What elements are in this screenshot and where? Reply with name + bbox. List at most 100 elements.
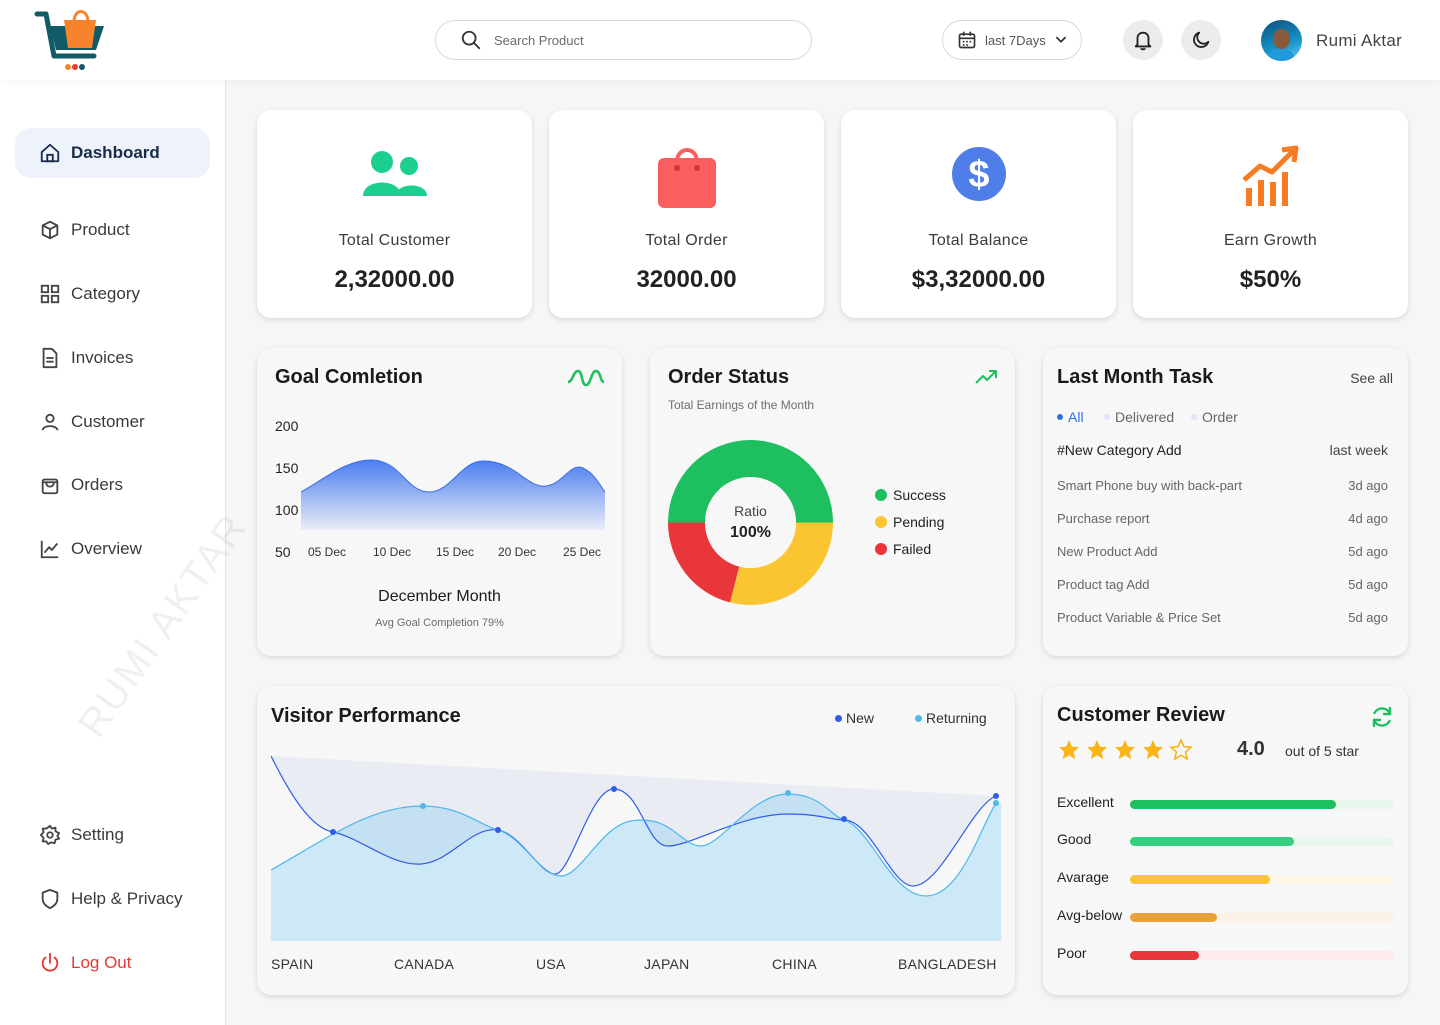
stat-card-total-order[interactable]: Total Order 32000.00 [549, 110, 824, 318]
rating-bar-fill [1130, 800, 1336, 809]
star-icon [1087, 740, 1107, 759]
home-icon [40, 143, 60, 163]
task-row[interactable]: Purchase report 4d ago [1057, 511, 1388, 526]
rating-bar-fill [1130, 951, 1199, 960]
star-icon [1115, 740, 1135, 759]
sidebar-item-category[interactable]: Category [15, 269, 210, 319]
legend-success: Success [875, 487, 946, 503]
task-row[interactable]: Product tag Add 5d ago [1057, 577, 1388, 592]
task-row[interactable]: New Product Add 5d ago [1057, 544, 1388, 559]
sidebar-item-customer[interactable]: Customer [15, 397, 210, 447]
trend-up-icon[interactable] [974, 368, 998, 386]
shopping-cart-logo-icon[interactable] [34, 4, 110, 72]
rating-bar-fill [1130, 875, 1270, 884]
user-name[interactable]: Rumi Aktar [1316, 31, 1403, 50]
stat-label: Total Balance [928, 232, 1029, 249]
order-status-card: Order Status Total Earnings of the Month… [650, 348, 1015, 656]
sidebar-item-label: Customer [71, 412, 145, 431]
order-status-subtitle: Total Earnings of the Month [668, 398, 815, 412]
goal-y-tick: 100 [275, 502, 299, 518]
growth-chart-icon [1241, 145, 1298, 206]
rating-row: Avg-below [1057, 907, 1394, 927]
sidebar-item-overview[interactable]: Overview [15, 524, 210, 574]
goal-completion-card: Goal Comletion 200 150 100 50 05 Dec 10 … [257, 348, 622, 656]
dark-mode-toggle[interactable] [1181, 20, 1221, 60]
filter-all[interactable]: All [1057, 409, 1084, 425]
stat-value: $50% [1239, 266, 1302, 293]
rating-row: Good [1057, 831, 1394, 851]
search-placeholder: Search Product [494, 32, 584, 48]
rating-row: Excellent [1057, 794, 1394, 814]
rating-label: Good [1057, 831, 1092, 847]
rating-bar-fill [1130, 837, 1294, 846]
avatar[interactable] [1261, 20, 1302, 61]
goal-area-chart [301, 459, 605, 530]
svg-text:$: $ [968, 154, 989, 196]
bag-icon [41, 478, 59, 495]
star-icon [1143, 740, 1163, 759]
x-label-country: BANGLADESH [898, 956, 997, 972]
filter-delivered[interactable]: Delivered [1104, 409, 1174, 425]
sidebar-item-label: Setting [71, 825, 124, 844]
stat-value: 32000.00 [636, 266, 737, 293]
stat-card-total-balance[interactable]: $ Total Balance $3,32000.00 [841, 110, 1116, 318]
tasks-title: Last Month Task [1057, 366, 1214, 388]
refresh-icon[interactable] [1370, 705, 1394, 729]
user-icon [41, 413, 59, 431]
sidebar-item-orders[interactable]: Orders [15, 460, 210, 510]
stat-value: 2,32000.00 [334, 266, 455, 293]
shopping-bag-icon [657, 148, 716, 208]
notification-button[interactable] [1123, 20, 1163, 60]
stat-label: Earn Growth [1223, 232, 1318, 249]
logout-button[interactable]: Log Out [15, 938, 210, 988]
goal-x-tick: 05 Dec [308, 545, 347, 559]
search-icon [461, 30, 481, 50]
legend-returning: Returning [915, 710, 987, 726]
sidebar-item-label: Invoices [71, 348, 134, 367]
rating-label: Avarage [1057, 869, 1109, 885]
goal-sub: Avg Goal Completion 79% [375, 617, 504, 629]
see-all-link[interactable]: See all [1350, 370, 1393, 386]
star-rating [1057, 738, 1193, 762]
order-status-title: Order Status [668, 366, 790, 388]
goal-y-tick: 200 [275, 418, 299, 434]
sidebar-item-invoices[interactable]: Invoices [15, 333, 210, 383]
stat-card-earn-growth[interactable]: Earn Growth $50% [1133, 110, 1408, 318]
goal-y-tick: 150 [275, 460, 299, 476]
rating-label: Avg-below [1057, 907, 1123, 923]
task-row[interactable]: Product Variable & Price Set 5d ago [1057, 610, 1388, 625]
date-range-dropdown[interactable]: last 7Days [942, 20, 1082, 60]
sidebar-item-label: Product [71, 220, 130, 239]
pulse-icon[interactable] [567, 368, 605, 388]
review-title: Customer Review [1057, 704, 1225, 726]
sidebar-item-dashboard[interactable]: Dashboard [15, 128, 210, 178]
review-score: 4.0 [1237, 738, 1265, 760]
sidebar-item-help[interactable]: Help & Privacy [15, 874, 210, 924]
box-icon [41, 220, 59, 240]
search-input[interactable]: Search Product [435, 20, 812, 60]
sidebar-item-label: Log Out [71, 953, 132, 972]
stat-label: Total Order [645, 232, 728, 249]
shield-icon [41, 888, 59, 910]
stat-card-total-customer[interactable]: Total Customer 2,32000.00 [257, 110, 532, 318]
x-label-country: CHINA [772, 956, 818, 972]
donut-center-value: 100% [730, 524, 771, 541]
gear-icon [39, 824, 61, 846]
goal-title: Goal Comletion [275, 366, 423, 388]
goal-x-tick: 10 Dec [373, 545, 412, 559]
moon-icon [1193, 31, 1210, 48]
task-row[interactable]: Smart Phone buy with back-part 3d ago [1057, 478, 1388, 493]
sidebar: RUMI AKTAR Dashboard Product Category In… [0, 80, 256, 1025]
goal-caption: December Month [378, 588, 501, 605]
calendar-icon [958, 31, 976, 49]
sidebar-item-setting[interactable]: Setting [15, 810, 210, 860]
legend-pending: Pending [875, 514, 944, 530]
x-label-country: SPAIN [271, 956, 314, 972]
users-icon [362, 151, 427, 196]
rating-label: Poor [1057, 945, 1087, 961]
stat-label: Total Customer [338, 232, 451, 249]
sidebar-item-product[interactable]: Product [15, 205, 210, 255]
filter-order[interactable]: Order [1191, 409, 1238, 425]
sidebar-item-label: Overview [71, 539, 142, 558]
task-group-header: #New Category Add last week [1057, 442, 1388, 458]
